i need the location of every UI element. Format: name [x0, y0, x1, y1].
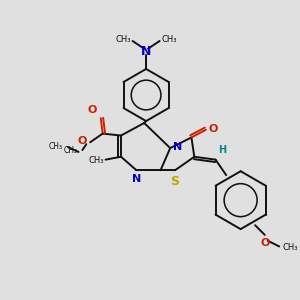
Text: S: S	[170, 175, 179, 188]
Text: CH₃: CH₃	[49, 142, 63, 151]
Text: CH₃: CH₃	[88, 156, 103, 165]
Text: N: N	[141, 45, 151, 58]
Text: CH₃: CH₃	[161, 34, 177, 43]
Text: O: O	[78, 136, 87, 146]
Text: O: O	[260, 238, 269, 248]
Text: O: O	[88, 105, 97, 115]
Text: CH₂: CH₂	[64, 146, 78, 155]
Text: N: N	[173, 142, 182, 152]
Text: N: N	[132, 174, 141, 184]
Text: CH₃: CH₃	[282, 243, 298, 252]
Text: O: O	[209, 124, 218, 134]
Text: CH₃: CH₃	[115, 34, 131, 43]
Text: H: H	[218, 145, 226, 155]
